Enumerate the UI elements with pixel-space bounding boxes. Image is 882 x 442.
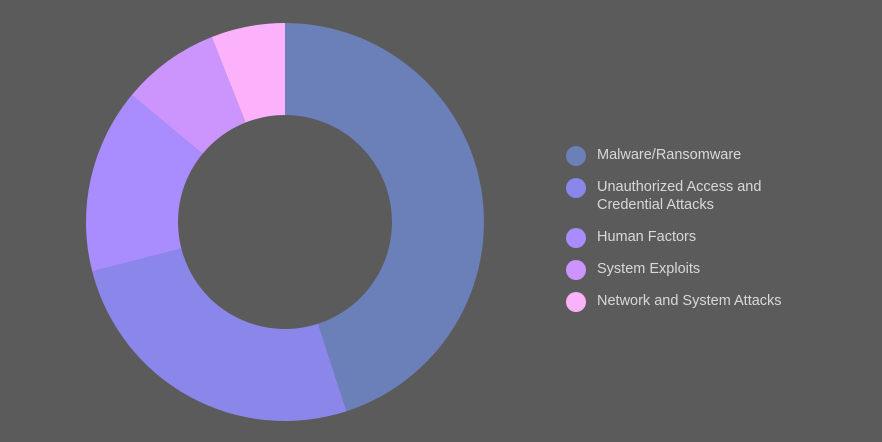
legend-item[interactable]: Human Factors (566, 228, 866, 248)
legend-label: Unauthorized Access and Credential Attac… (597, 179, 762, 213)
legend-item[interactable]: System Exploits (566, 260, 866, 280)
chart-legend: Malware/Ransomware Unauthorized Access an… (566, 146, 866, 324)
donut-slice-4[interactable] (131, 36, 246, 154)
donut-slice-1[interactable] (285, 23, 484, 412)
donut-slice-5[interactable] (211, 23, 285, 123)
legend-swatch (566, 292, 586, 312)
legend-label: Malware/Ransomware (597, 147, 742, 163)
legend-swatch (566, 178, 586, 198)
legend-swatch (566, 260, 586, 280)
donut-slice-3[interactable] (86, 95, 203, 272)
legend-swatch (566, 146, 586, 166)
donut-slice-2[interactable] (92, 248, 347, 421)
legend-swatch (566, 228, 586, 248)
legend-item[interactable]: Malware/Ransomware (566, 146, 866, 166)
legend-label: Human Factors (597, 229, 697, 245)
legend-item[interactable]: Network and System Attacks (566, 292, 866, 312)
legend-item[interactable]: Unauthorized Access and Credential Attac… (566, 178, 866, 214)
legend-label: Network and System Attacks (597, 293, 782, 309)
legend-label: System Exploits (597, 261, 701, 277)
